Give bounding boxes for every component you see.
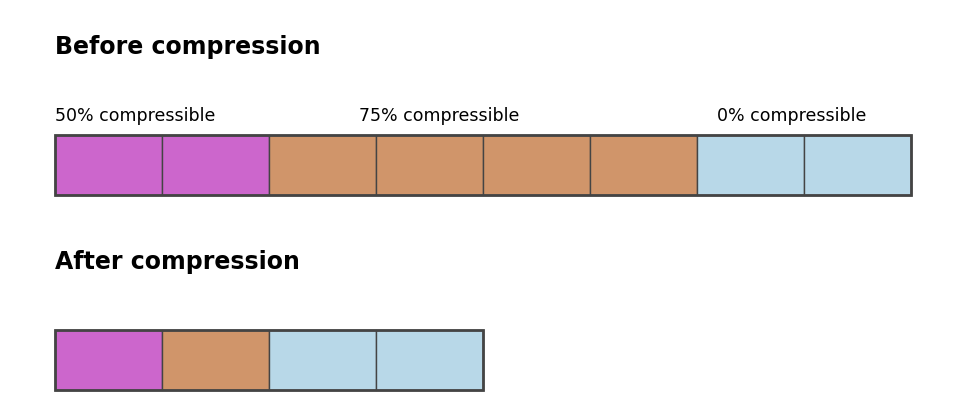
- Bar: [55, 135, 911, 195]
- Bar: [376, 135, 483, 195]
- Text: After compression: After compression: [55, 250, 300, 274]
- Text: 75% compressible: 75% compressible: [359, 107, 520, 125]
- Text: Before compression: Before compression: [55, 35, 320, 59]
- Bar: [269, 330, 376, 390]
- Bar: [162, 135, 269, 195]
- Bar: [162, 330, 269, 390]
- Bar: [55, 330, 162, 390]
- Text: 0% compressible: 0% compressible: [717, 107, 867, 125]
- Bar: [804, 135, 911, 195]
- Bar: [376, 330, 483, 390]
- Bar: [697, 135, 804, 195]
- Bar: [55, 135, 162, 195]
- Bar: [590, 135, 697, 195]
- Bar: [55, 330, 483, 390]
- Bar: [483, 135, 590, 195]
- Bar: [269, 135, 376, 195]
- Text: 50% compressible: 50% compressible: [55, 107, 215, 125]
